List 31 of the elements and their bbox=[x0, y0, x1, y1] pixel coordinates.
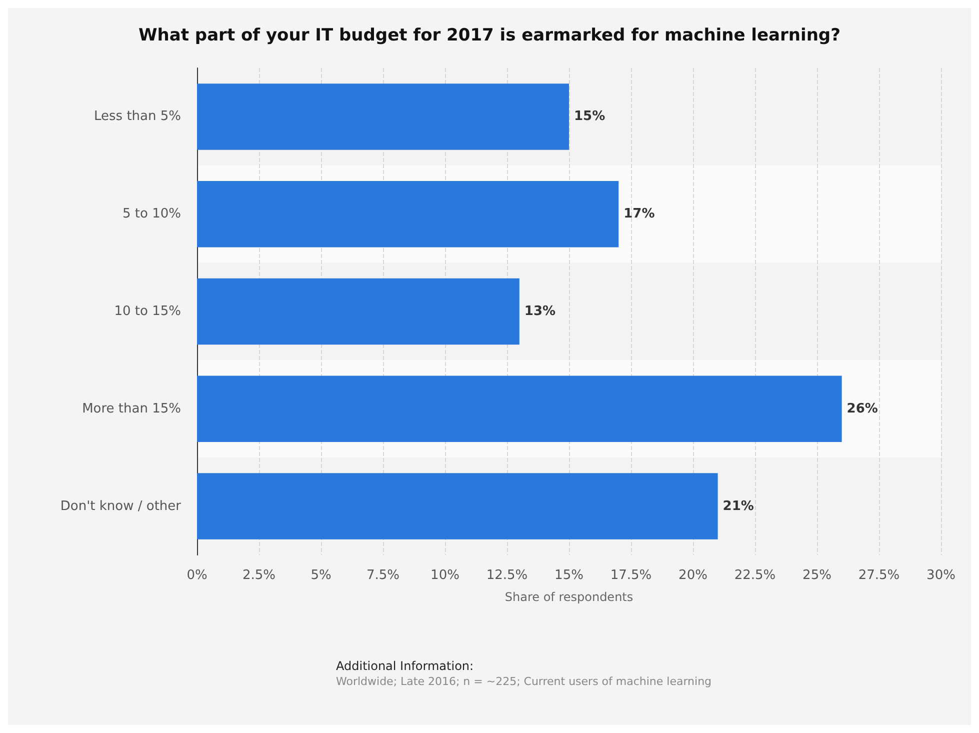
y-tick-label: Less than 5% bbox=[94, 109, 181, 124]
bar bbox=[197, 278, 520, 345]
x-tick-label: 17.5% bbox=[610, 568, 652, 583]
data-label: 17% bbox=[624, 206, 655, 222]
y-tick-label: More than 15% bbox=[82, 401, 181, 416]
x-tick-label: 7.5% bbox=[366, 568, 400, 583]
x-tick-label: 27.5% bbox=[858, 568, 900, 583]
x-tick-label: 10% bbox=[430, 568, 460, 583]
x-tick-label: 5% bbox=[310, 568, 332, 583]
y-tick-label: Don't know / other bbox=[60, 498, 182, 514]
text: Worldwide; Late 2016; n = ~225; Current users of machine learning bbox=[336, 675, 712, 688]
x-tick-label: 22.5% bbox=[734, 568, 776, 583]
y-tick-label: 5 to 10% bbox=[122, 206, 181, 222]
data-label: 21% bbox=[722, 498, 754, 514]
x-tick-label: 0% bbox=[186, 568, 208, 583]
bar bbox=[197, 180, 619, 248]
bar bbox=[197, 473, 718, 540]
x-tick-label: 30% bbox=[926, 568, 956, 583]
data-label: 26% bbox=[846, 401, 878, 416]
x-axis-title: Share of respondents bbox=[504, 590, 634, 604]
x-tick-label: 15% bbox=[554, 568, 584, 583]
data-label: 15% bbox=[574, 109, 606, 124]
text: Additional Information: bbox=[336, 659, 474, 673]
y-tick-label: 10 to 15% bbox=[114, 304, 181, 319]
bar bbox=[197, 84, 569, 150]
x-tick-label: 25% bbox=[802, 568, 832, 583]
chart-title: What part of your IT budget for 2017 is earmarked for machine learning? bbox=[138, 26, 840, 46]
x-tick-label: 12.5% bbox=[486, 568, 528, 583]
data-label: 13% bbox=[524, 304, 556, 319]
x-tick-label: 2.5% bbox=[242, 568, 276, 583]
x-tick-label: 20% bbox=[678, 568, 708, 583]
